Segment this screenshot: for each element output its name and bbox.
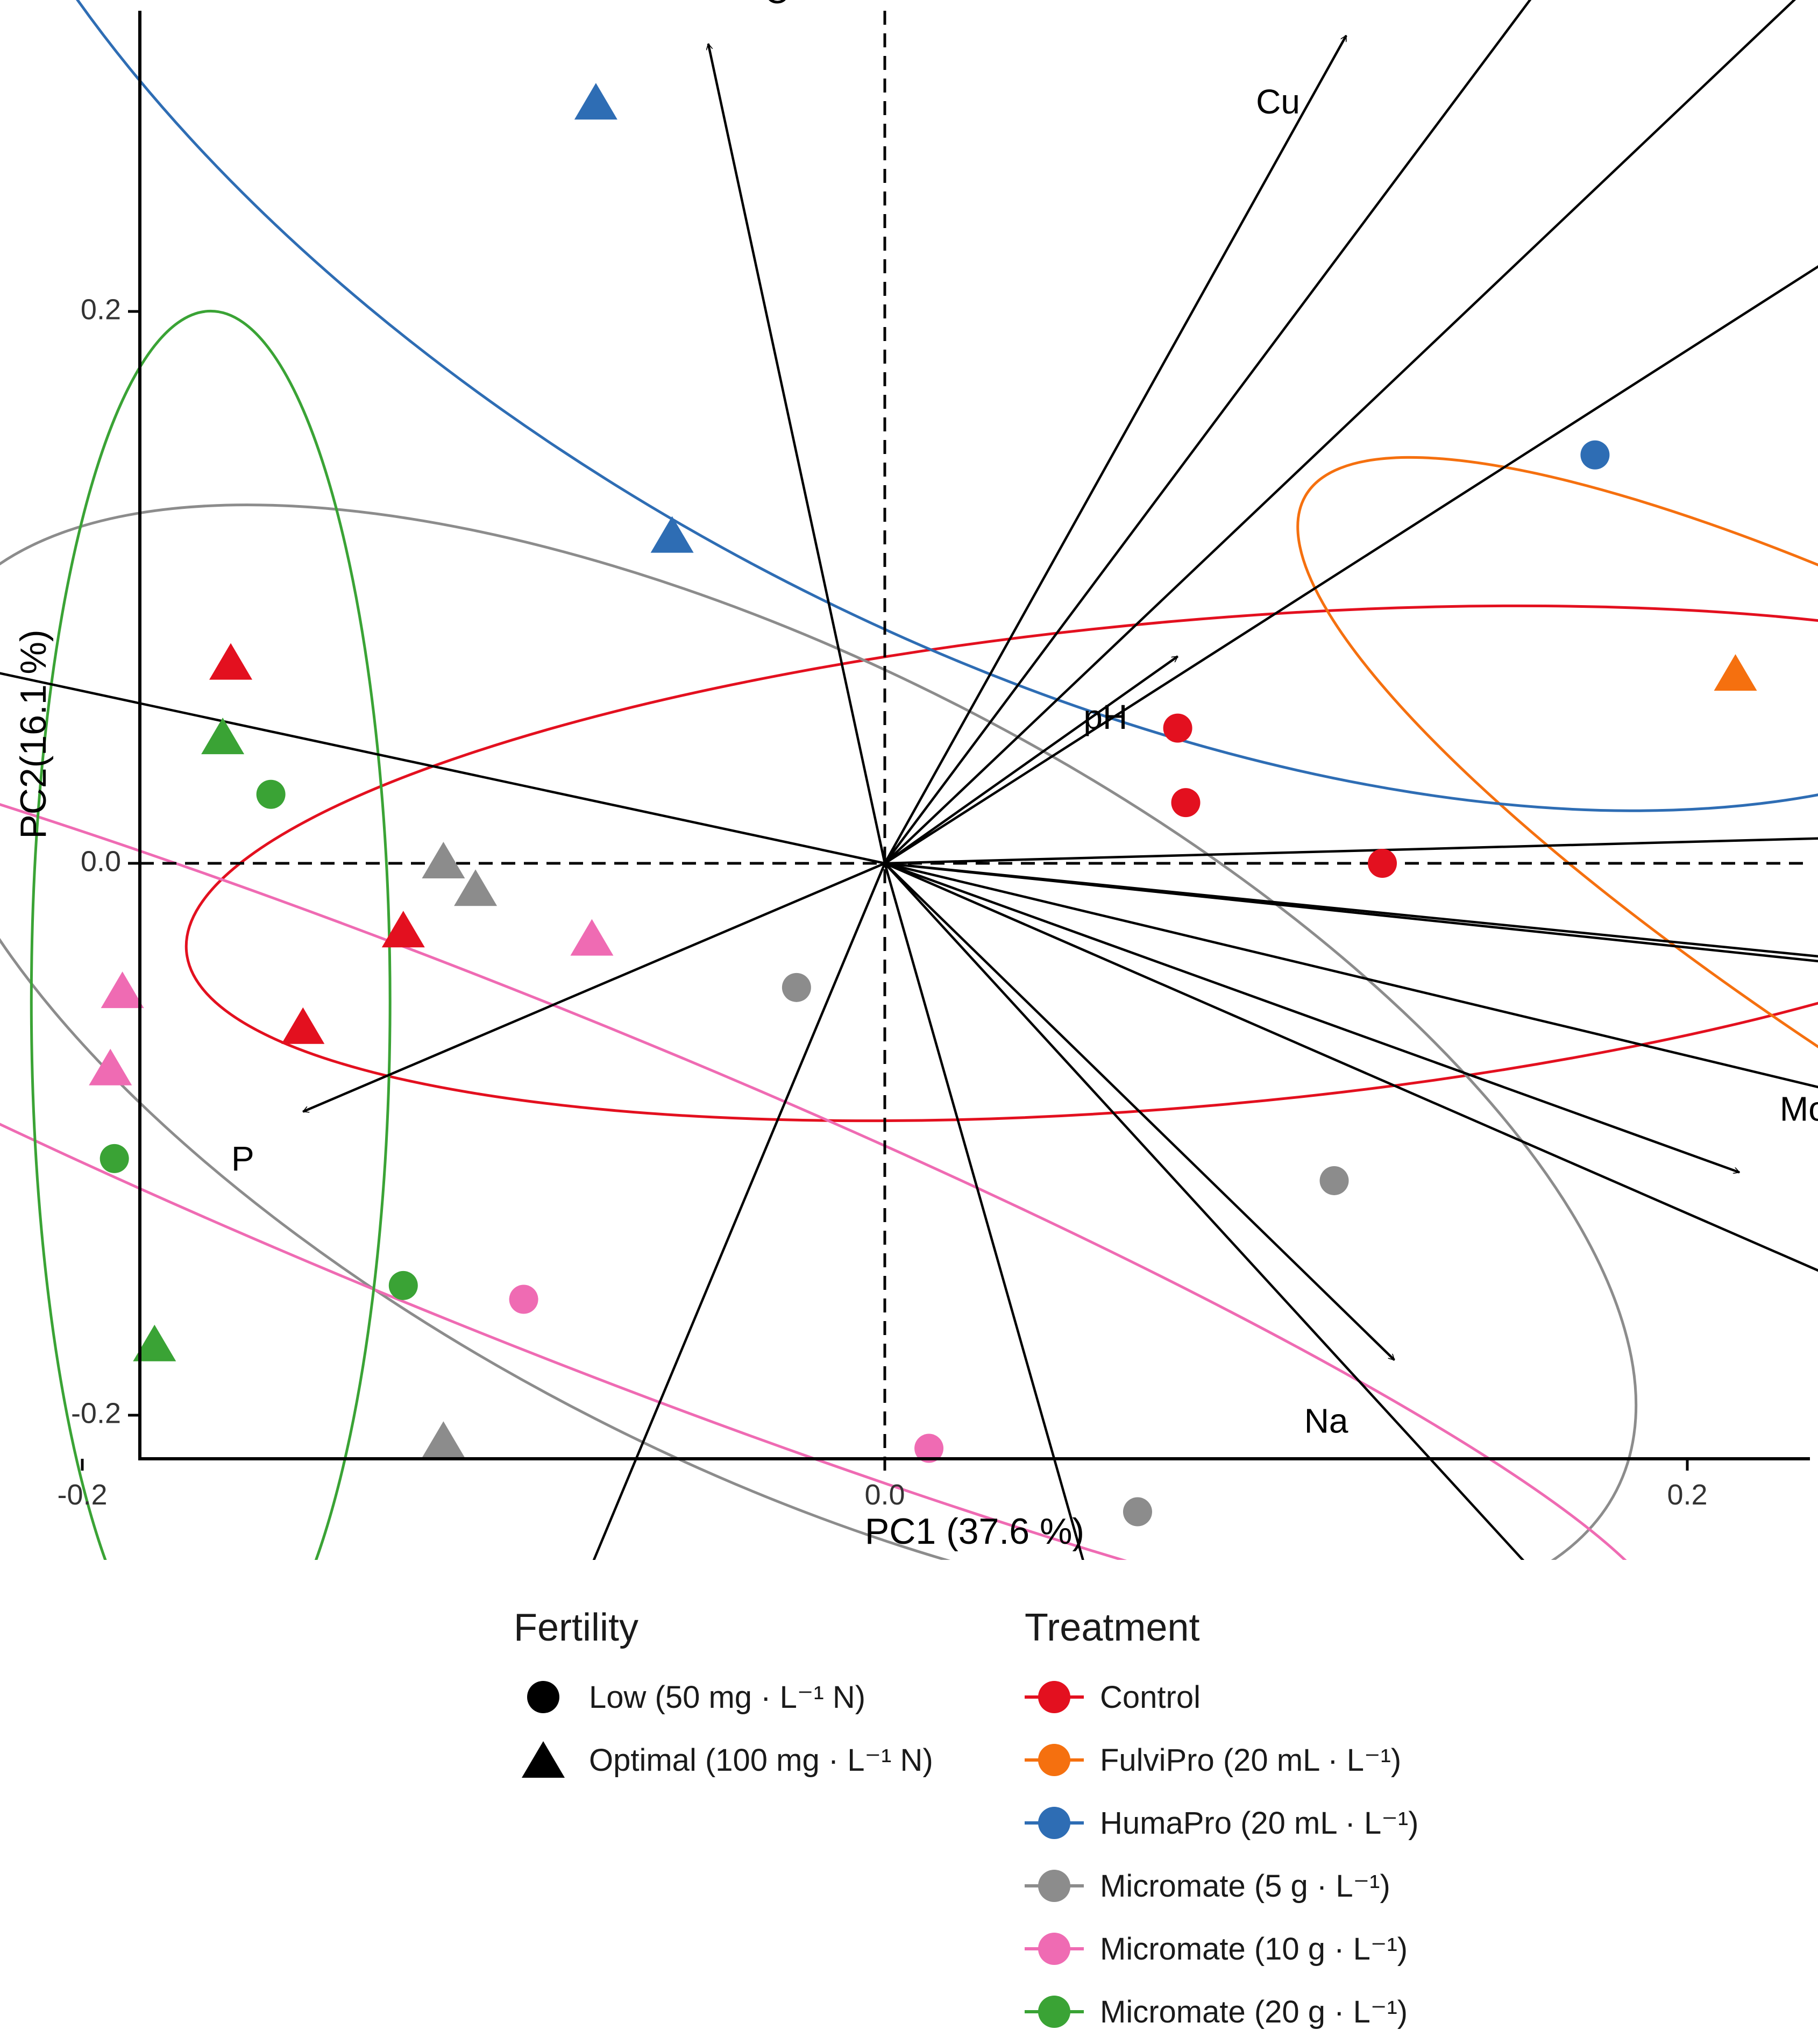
y-tick-label: 0.0 (81, 845, 121, 877)
y-tick-label: -0.2 (71, 1397, 121, 1429)
x-axis-title: PC1 (37.6 %) (865, 1511, 1084, 1552)
loading-label: pH (1083, 698, 1127, 736)
color-swatch-icon (1025, 1730, 1084, 1790)
point-triangle (422, 842, 465, 878)
ellipse-4 (0, 675, 1668, 1560)
point-circle (1123, 1497, 1152, 1527)
loading-arrow-al (884, 862, 1525, 1560)
point-circle (256, 779, 286, 809)
x-tick-label: 0.2 (1667, 1479, 1707, 1511)
point-circle (1163, 713, 1192, 743)
legend-label: Optimal (100 mg · L⁻¹ N) (589, 1743, 933, 1778)
legend-treatment-item: Micromate (5 g · L⁻¹) (1025, 1856, 1390, 1915)
point-circle (1171, 788, 1201, 818)
ellipse-3 (0, 503, 1638, 1560)
legend-treatment-item: Micromate (20 g · L⁻¹) (1025, 1982, 1408, 2041)
loading-arrow-c (708, 44, 886, 864)
point-circle (1368, 849, 1397, 878)
x-tick-label: 0.0 (864, 1479, 905, 1511)
point-triangle (1714, 654, 1757, 691)
point-triangle (454, 869, 498, 906)
point-triangle (381, 911, 425, 948)
loading-arrow-zn (884, 0, 1796, 864)
loading-arrow-mn (884, 862, 1818, 1089)
loading-label: P (231, 1139, 254, 1178)
y-tick-label: 0.2 (81, 293, 121, 325)
point-triangle (133, 1324, 176, 1361)
point-triangle (201, 718, 245, 755)
x-tick-label: -0.2 (57, 1479, 107, 1511)
y-axis-title: PC2(16.1 %) (13, 629, 54, 839)
point-triangle (281, 1007, 325, 1044)
point-triangle (101, 971, 144, 1009)
loading-arrow-n (884, 265, 1818, 864)
point-circle (782, 973, 811, 1002)
legend-fertility-low: Low (50 mg · L⁻¹ N) (514, 1667, 865, 1727)
ellipse-1 (1296, 456, 1818, 1519)
loading-vectors: DWCKZnCuNpHECFeMgMoMnCaNaAlSBP (0, 0, 1818, 1560)
loading-arrow-b (592, 863, 886, 1560)
loading-arrow-cu (884, 36, 1347, 864)
pca-biplot: DWCKZnCuNpHECFeMgMoMnCaNaAlSBP -0.2 0.0 0.… (0, 0, 1818, 1560)
loading-arrow-s (883, 863, 1084, 1560)
loading-arrow-ec (884, 837, 1818, 865)
legend-label: FulviPro (20 mL · L⁻¹) (1100, 1743, 1402, 1778)
circle-marker-icon (514, 1667, 573, 1727)
loading-label: Cu (1256, 82, 1300, 121)
loading-arrow-na (884, 862, 1395, 1361)
legend-label: Micromate (20 g · L⁻¹) (1100, 1995, 1408, 2029)
point-triangle (209, 643, 253, 680)
point-circle (509, 1284, 538, 1314)
loading-label: Mo (1780, 1090, 1818, 1129)
legend-label: HumaPro (20 mL · L⁻¹) (1100, 1806, 1419, 1841)
point-circle (1580, 440, 1610, 470)
loading-arrow-mo (884, 862, 1739, 1173)
legend-label: Micromate (5 g · L⁻¹) (1100, 1869, 1390, 1904)
point-triangle (650, 516, 694, 553)
loading-arrow-fe (884, 862, 1818, 958)
axes: -0.20.00.20.4-0.4-0.20.00.20.40.6PC1 (37… (13, 11, 1810, 1552)
loading-arrow-p (303, 862, 885, 1113)
point-triangle (422, 1421, 465, 1458)
color-swatch-icon (1025, 1856, 1084, 1915)
legend-label: Low (50 mg · L⁻¹ N) (589, 1680, 866, 1715)
legend-fertility-optimal: Optimal (100 mg · L⁻¹ N) (514, 1730, 933, 1790)
color-swatch-icon (1025, 1793, 1084, 1853)
ellipse-5 (30, 309, 392, 1560)
loading-arrow-k (884, 0, 1532, 864)
ellipse-2 (0, 0, 1818, 812)
legend-treatment-item: HumaPro (20 mL · L⁻¹) (1025, 1793, 1419, 1853)
legend-treatment-item: Control (1025, 1667, 1201, 1727)
loading-arrow-ca (884, 862, 1818, 1272)
loading-arrow-mg (884, 862, 1818, 963)
ellipse-0 (184, 604, 1818, 1123)
point-circle (1319, 1166, 1349, 1195)
point-circle (914, 1433, 944, 1463)
point-triangle (89, 1048, 132, 1085)
reference-lines (140, 11, 1810, 1463)
loading-label: C (764, 0, 789, 11)
point-circle (388, 1271, 418, 1300)
point-circle (100, 1144, 129, 1173)
loading-label: Na (1304, 1401, 1348, 1440)
legend-label: Control (1100, 1679, 1201, 1715)
color-swatch-icon (1025, 1982, 1084, 2041)
score-points (89, 83, 1757, 1527)
confidence-ellipses (0, 0, 1818, 1560)
loading-arrow-dw (0, 672, 885, 865)
legend-treatment-item: Micromate (10 g · L⁻¹) (1025, 1919, 1408, 1978)
loading-arrow-ph (884, 655, 1178, 864)
legend-treatment-item: FulviPro (20 mL · L⁻¹) (1025, 1730, 1401, 1790)
point-triangle (574, 83, 617, 120)
triangle-marker-icon (514, 1730, 573, 1790)
color-swatch-icon (1025, 1919, 1084, 1978)
legend-fertility-title: Fertility (514, 1606, 638, 1649)
legend-treatment-title: Treatment (1025, 1606, 1200, 1649)
legend-label: Micromate (10 g · L⁻¹) (1100, 1932, 1408, 1967)
point-triangle (570, 919, 614, 956)
color-swatch-icon (1025, 1667, 1084, 1727)
